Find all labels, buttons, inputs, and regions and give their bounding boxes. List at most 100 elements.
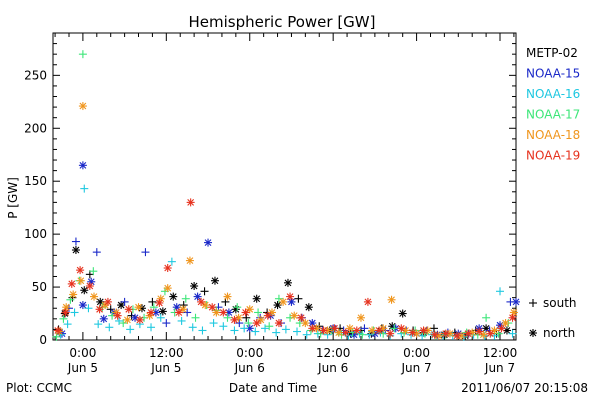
data-point: [85, 282, 94, 291]
data-point: [223, 292, 232, 301]
data-point: [200, 287, 209, 296]
data-point: [78, 50, 87, 59]
data-point: [398, 309, 407, 318]
data-point: [212, 308, 221, 317]
data-point: [78, 102, 87, 111]
data-point: [368, 326, 377, 335]
x-tick-label: 0:00: [236, 346, 263, 360]
data-point: [80, 184, 89, 193]
footer-timestamp: 2011/06/07 20:15:08: [461, 381, 588, 395]
data-point: [59, 314, 68, 323]
data-point: [441, 329, 450, 338]
data-point: [252, 319, 261, 328]
data-point: [235, 319, 244, 328]
data-point: [78, 301, 87, 310]
data-point: [156, 313, 165, 322]
legend-marker-label: south: [543, 296, 577, 310]
data-point: [397, 324, 406, 333]
data-point: [84, 304, 93, 313]
data-point: [198, 326, 207, 335]
data-point: [272, 328, 281, 337]
data-point: [208, 303, 217, 312]
data-point: [67, 279, 76, 288]
data-point: [105, 323, 114, 332]
data-point: [223, 313, 232, 322]
data-point: [464, 329, 473, 338]
data-point: [308, 324, 317, 333]
y-tick-label: 200: [24, 121, 47, 135]
data-point: [279, 297, 288, 306]
data-point: [230, 315, 239, 324]
x-tick-date-label: Jun 5: [150, 361, 181, 375]
data-point: [365, 330, 374, 339]
data-point: [163, 284, 172, 293]
x-tick-label: 0:00: [69, 346, 96, 360]
data-point: [508, 313, 517, 322]
data-point: [181, 294, 190, 303]
data-point: [452, 331, 461, 340]
data-point: [254, 308, 263, 317]
data-point: [80, 286, 89, 295]
data-point: [490, 326, 499, 335]
data-point: [204, 238, 213, 247]
data-point: [230, 326, 239, 335]
series-noaa-15: [58, 161, 520, 339]
data-point: [352, 326, 361, 335]
data-point: [87, 277, 96, 286]
data-point: [251, 327, 260, 336]
data-point: [479, 330, 488, 339]
data-point: [219, 322, 228, 331]
data-point: [163, 264, 172, 273]
data-point: [308, 319, 317, 328]
data-point: [430, 330, 439, 339]
data-point: [390, 324, 399, 333]
data-point: [252, 294, 261, 303]
data-point: [61, 308, 70, 317]
data-point: [134, 303, 143, 312]
data-point: [241, 308, 250, 317]
data-point: [99, 314, 108, 323]
data-point: [319, 326, 328, 335]
data-point: [158, 307, 167, 316]
data-point: [162, 319, 171, 328]
data-point: [169, 292, 178, 301]
x-tick-label: 12:00: [316, 346, 351, 360]
data-point: [231, 305, 240, 314]
data-point: [219, 308, 228, 317]
data-point: [363, 297, 372, 306]
data-point: [509, 308, 518, 317]
data-point: [69, 290, 78, 299]
x-tick-date-label: Jun 6: [317, 361, 348, 375]
y-tick-label: 50: [32, 280, 47, 294]
data-point: [304, 303, 313, 312]
data-point: [497, 324, 506, 333]
data-point: [475, 327, 484, 336]
data-point: [188, 323, 197, 332]
data-point: [265, 322, 274, 331]
data-point: [386, 329, 395, 338]
data-point: [297, 313, 306, 322]
data-point: [356, 313, 365, 322]
y-axis-label: P [GW]: [6, 177, 20, 219]
data-point: [141, 248, 150, 257]
data-point: [290, 311, 299, 320]
data-point: [294, 294, 303, 303]
data-point: [147, 308, 156, 317]
data-point: [123, 315, 132, 324]
data-point: [358, 330, 367, 339]
data-point: [94, 320, 103, 329]
x-tick-label: 0:00: [403, 346, 430, 360]
data-point: [179, 305, 188, 314]
data-point: [283, 278, 292, 287]
data-point: [508, 329, 517, 338]
data-point: [375, 326, 384, 335]
series-noaa-19: [53, 198, 517, 340]
data-point: [147, 323, 156, 332]
data-point: [92, 248, 101, 257]
series-noaa-17: [52, 50, 513, 341]
legend-series-label: NOAA-19: [526, 149, 580, 163]
data-point: [408, 328, 417, 337]
data-point: [155, 298, 164, 307]
